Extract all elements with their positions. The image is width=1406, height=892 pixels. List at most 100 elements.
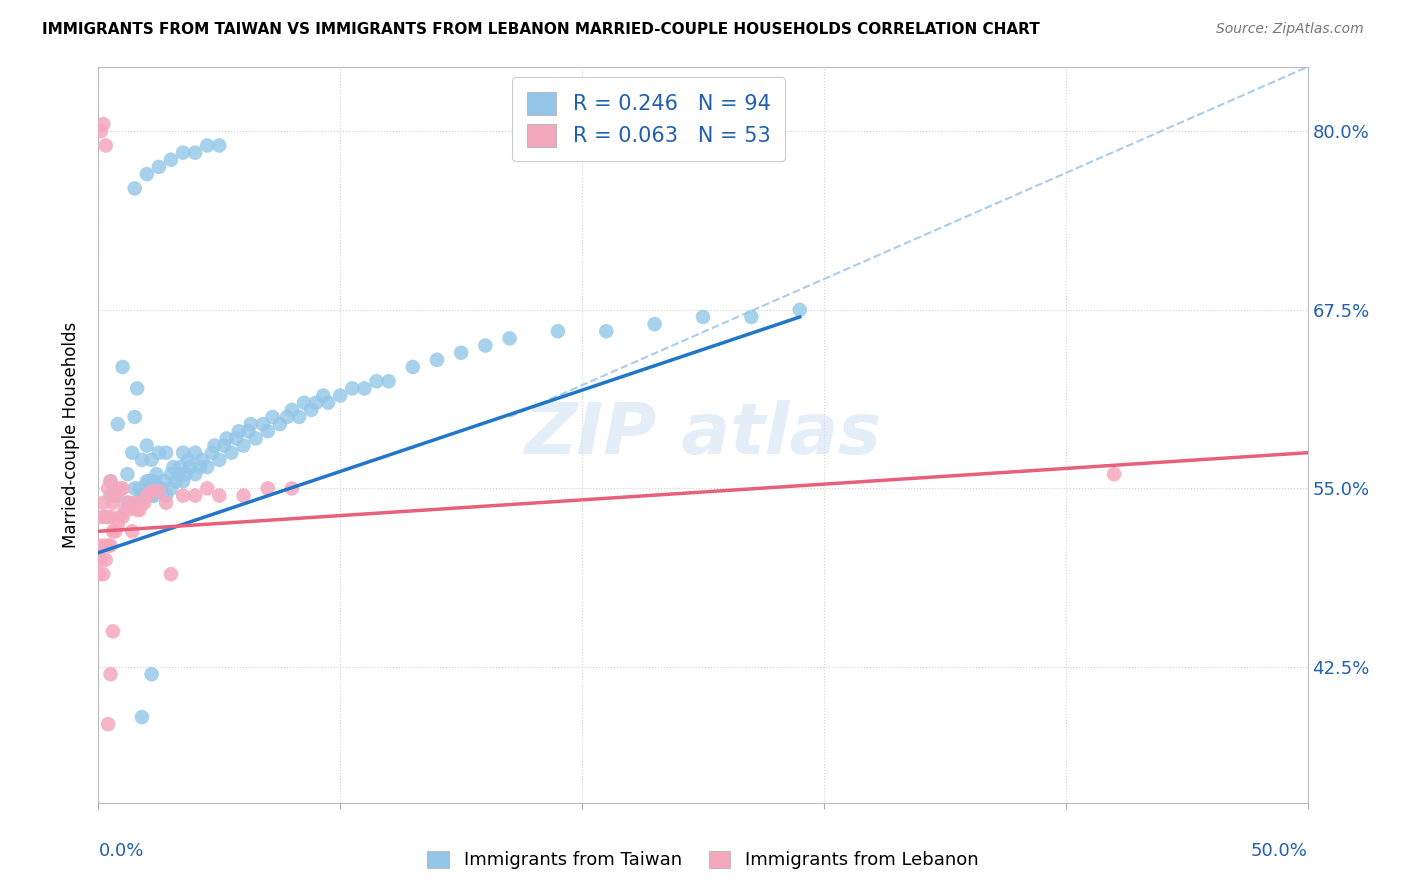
Point — [91, 496, 114, 510]
Point — [177, 453, 200, 467]
Point — [100, 510, 122, 524]
Point — [101, 496, 124, 510]
Point — [104, 489, 127, 503]
Point — [108, 510, 131, 524]
Point — [353, 381, 375, 395]
Point — [155, 496, 177, 510]
Point — [94, 138, 117, 153]
Point — [167, 467, 190, 482]
Point — [595, 324, 617, 338]
Point — [262, 409, 284, 424]
Point — [114, 503, 136, 517]
Point — [165, 475, 187, 489]
Point — [232, 489, 254, 503]
Point — [208, 138, 231, 153]
Point — [145, 467, 167, 482]
Point — [160, 482, 183, 496]
Point — [547, 324, 569, 338]
Point — [97, 717, 120, 731]
Point — [184, 145, 207, 160]
Point — [117, 496, 139, 510]
Point — [299, 402, 322, 417]
Point — [150, 482, 173, 496]
Point — [135, 475, 157, 489]
Point — [128, 503, 150, 517]
Text: 50.0%: 50.0% — [1251, 842, 1308, 860]
Point — [117, 503, 139, 517]
Point — [212, 439, 235, 453]
Point — [124, 482, 146, 496]
Point — [134, 496, 156, 510]
Point — [184, 446, 207, 460]
Point — [1102, 467, 1125, 482]
Point — [131, 710, 153, 724]
Point — [91, 117, 114, 131]
Point — [127, 381, 149, 395]
Point — [124, 496, 146, 510]
Point — [97, 510, 120, 524]
Point — [135, 439, 157, 453]
Point — [366, 374, 388, 388]
Text: 0.0%: 0.0% — [98, 842, 143, 860]
Legend: Immigrants from Taiwan, Immigrants from Lebanon: Immigrants from Taiwan, Immigrants from … — [419, 842, 987, 879]
Point — [188, 460, 211, 475]
Point — [162, 460, 184, 475]
Point — [474, 338, 496, 352]
Point — [740, 310, 762, 324]
Point — [104, 524, 127, 539]
Text: IMMIGRANTS FROM TAIWAN VS IMMIGRANTS FROM LEBANON MARRIED-COUPLE HOUSEHOLDS CORR: IMMIGRANTS FROM TAIWAN VS IMMIGRANTS FRO… — [42, 22, 1040, 37]
Point — [141, 484, 163, 499]
Point — [215, 432, 238, 446]
Point — [107, 417, 129, 431]
Point — [256, 424, 278, 438]
Point — [228, 424, 250, 438]
Point — [191, 453, 214, 467]
Point — [101, 624, 124, 639]
Point — [131, 489, 153, 503]
Point — [141, 489, 163, 503]
Point — [232, 439, 254, 453]
Point — [100, 539, 122, 553]
Point — [124, 181, 146, 195]
Point — [172, 475, 194, 489]
Point — [90, 124, 112, 138]
Point — [107, 517, 129, 532]
Point — [221, 446, 243, 460]
Point — [179, 460, 201, 475]
Point — [204, 439, 226, 453]
Point — [111, 482, 134, 496]
Point — [498, 331, 520, 345]
Point — [111, 510, 134, 524]
Point — [101, 524, 124, 539]
Point — [111, 359, 134, 374]
Point — [160, 153, 183, 167]
Point — [148, 484, 170, 499]
Point — [91, 567, 114, 582]
Point — [134, 489, 156, 503]
Point — [377, 374, 399, 388]
Point — [288, 409, 311, 424]
Point — [131, 453, 153, 467]
Point — [94, 553, 117, 567]
Point — [152, 475, 174, 489]
Point — [252, 417, 274, 431]
Point — [100, 475, 122, 489]
Point — [87, 539, 110, 553]
Point — [131, 496, 153, 510]
Point — [256, 482, 278, 496]
Point — [141, 453, 163, 467]
Point — [143, 489, 166, 503]
Point — [107, 489, 129, 503]
Point — [239, 417, 262, 431]
Point — [97, 539, 120, 553]
Point — [184, 467, 207, 482]
Point — [90, 510, 112, 524]
Point — [342, 381, 364, 395]
Point — [127, 503, 149, 517]
Point — [316, 395, 339, 409]
Point — [100, 489, 122, 503]
Point — [87, 567, 110, 582]
Point — [91, 539, 114, 553]
Point — [172, 145, 194, 160]
Point — [692, 310, 714, 324]
